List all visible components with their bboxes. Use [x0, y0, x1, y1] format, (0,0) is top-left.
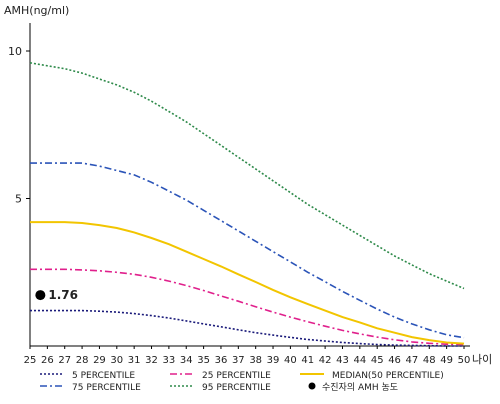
x-tick-label: 45 [371, 355, 384, 366]
series-line-25-percentile [30, 268, 465, 346]
y-tick-label: 10 [8, 45, 22, 58]
x-tick-label: 37 [232, 355, 245, 366]
x-tick-label: 30 [110, 355, 123, 366]
legend-label: MEDIAN(50 PERCENTILE) [332, 371, 444, 381]
patient-amh-value-label: 1.76 [48, 288, 78, 302]
x-tick-label: 31 [128, 355, 141, 366]
y-tick-label: 5 [15, 193, 22, 206]
y-axis-title: AMH(ng/ml) [4, 4, 69, 17]
x-tick-label: 33 [163, 355, 176, 366]
legend-label: 75 PERCENTILE [72, 383, 141, 393]
x-tick-label: 46 [388, 355, 401, 366]
series-line-5-percentile [30, 309, 464, 347]
legend-marker-swatch [308, 382, 316, 390]
x-tick-label: 34 [180, 355, 193, 366]
series-layer [29, 62, 465, 347]
x-tick-label: 27 [58, 355, 71, 366]
legend-label: 95 PERCENTILE [202, 383, 271, 393]
x-tick-label: 50 [458, 355, 471, 366]
x-tick-label: 26 [41, 355, 54, 366]
legend: 5 PERCENTILE 25 PERCENTILE MEDIAN(50 PERCE… [40, 371, 444, 393]
x-tick-label: 49 [440, 355, 453, 366]
x-tick-label: 44 [353, 355, 366, 366]
x-tick-label: 38 [249, 355, 262, 366]
series-line-95-percentile [29, 62, 465, 290]
x-tick-label: 43 [336, 355, 349, 366]
x-tick-label: 39 [267, 355, 280, 366]
x-tick-label: 32 [145, 355, 158, 366]
x-tick-label: 40 [284, 355, 297, 366]
x-tick-label: 29 [93, 355, 106, 366]
legend-label: 5 PERCENTILE [72, 371, 135, 381]
x-tick-label: 35 [197, 355, 210, 366]
x-axis-title: 나이 [472, 353, 492, 366]
x-tick-label: 42 [319, 355, 332, 366]
axes: 5 10 25 26 27 28 29 30 31 32 33 34 35 36 37 38 39 40 41 42 4… [8, 23, 470, 366]
x-tick-label: 28 [76, 355, 89, 366]
legend-label: 수진자의 AMH 농도 [322, 382, 398, 393]
x-tick-label: 41 [301, 355, 314, 366]
x-tick-label: 36 [215, 355, 228, 366]
legend-label: 25 PERCENTILE [202, 371, 271, 381]
series-line-median-50-percentile- [30, 221, 465, 345]
x-tick-label: 48 [423, 355, 436, 366]
patient-amh-marker [35, 290, 46, 301]
x-tick-label: 47 [406, 355, 419, 366]
marker-layer: 1.76 [35, 288, 78, 302]
x-tick-label: 25 [24, 355, 37, 366]
